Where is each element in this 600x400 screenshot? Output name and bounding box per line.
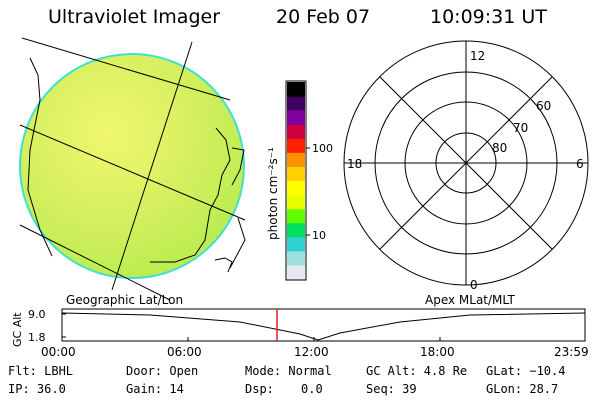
altitude-xtick-label: 12:00 bbox=[294, 345, 329, 359]
glon-status: GLon: 28.7 bbox=[486, 382, 559, 396]
colorbar-band bbox=[287, 96, 305, 111]
latitude-line bbox=[21, 37, 231, 101]
dsp-label: Dsp: bbox=[245, 382, 274, 396]
latitude-line bbox=[19, 224, 171, 301]
geographic-map bbox=[19, 37, 246, 301]
colorbar-band bbox=[287, 222, 305, 238]
door-status: Door: Open bbox=[126, 364, 199, 378]
coastline-se-edge bbox=[229, 217, 246, 269]
geo-label: Geographic Lat/Lon bbox=[66, 293, 183, 307]
instrument-title: Ultraviolet Imager bbox=[48, 6, 221, 28]
colorbar-band bbox=[287, 152, 305, 167]
colorbar-gradient bbox=[287, 82, 305, 280]
colorbar-band bbox=[287, 180, 305, 196]
mlt-label-12: 12 bbox=[470, 49, 485, 63]
date-label: 20 Feb 07 bbox=[276, 6, 371, 28]
polar-plot bbox=[343, 40, 589, 286]
mlat-label-80: 80 bbox=[492, 141, 507, 155]
colorbar-band bbox=[287, 264, 305, 280]
coastline-se bbox=[231, 147, 245, 186]
colorbar-band bbox=[287, 82, 305, 97]
colorbar-band bbox=[287, 250, 305, 266]
altitude-plot: GC Alt 9.0 1.8 bbox=[11, 308, 586, 347]
colorbar-tick-10: 10 bbox=[312, 229, 326, 242]
colorbar-unit-label: photon cm⁻²s⁻¹ bbox=[266, 147, 280, 240]
colorbar-tick-100: 100 bbox=[312, 142, 333, 155]
dsp-value: 0.0 bbox=[301, 382, 323, 396]
polar-diagonal bbox=[379, 76, 553, 250]
altitude-ytick-top: 9.0 bbox=[28, 308, 46, 321]
altitude-ytick-bottom: 1.8 bbox=[28, 331, 46, 344]
altitude-xtick-label: 00:00 bbox=[41, 345, 76, 359]
colorbar-band bbox=[287, 208, 305, 224]
coastline-s bbox=[214, 257, 233, 273]
ip-status: IP: 36.0 bbox=[8, 382, 66, 396]
mlt-label-18: 18 bbox=[347, 157, 362, 171]
mlt-label-0: 0 bbox=[470, 278, 478, 292]
colorbar-band bbox=[287, 110, 305, 125]
time-label: 10:09:31 UT bbox=[430, 6, 547, 28]
mlat-label-60: 60 bbox=[536, 99, 551, 113]
altitude-xtick-label: 06:00 bbox=[167, 345, 202, 359]
longitude-line bbox=[111, 41, 193, 291]
coastline-east bbox=[150, 127, 231, 263]
colorbar-band bbox=[287, 194, 305, 210]
mode-status: Mode: Normal bbox=[245, 364, 332, 378]
altitude-ylabel: GC Alt bbox=[11, 312, 24, 347]
altitude-frame bbox=[61, 308, 586, 342]
mlt-label-6: 6 bbox=[576, 157, 584, 171]
gain-status: Gain: 14 bbox=[126, 382, 184, 396]
seq-status: Seq: 39 bbox=[366, 382, 417, 396]
altitude-xtick-label: 23:59 bbox=[554, 345, 589, 359]
colorbar-band bbox=[287, 236, 305, 252]
colorbar-band bbox=[287, 138, 305, 153]
colorbar-band bbox=[287, 166, 305, 181]
altitude-xtick-label: 18:00 bbox=[420, 345, 455, 359]
gc-alt-status: GC Alt: 4.8 Re bbox=[366, 364, 468, 378]
colorbar-band bbox=[287, 124, 305, 139]
coastline-west bbox=[27, 57, 53, 257]
glat-status: GLat: −10.4 bbox=[486, 364, 566, 378]
colorbar: 100 10 photon cm⁻²s⁻¹ bbox=[266, 80, 333, 281]
filter-status: Flt: LBHL bbox=[8, 364, 74, 378]
earth-disk bbox=[19, 53, 245, 279]
mlat-label-70: 70 bbox=[513, 121, 528, 135]
apex-label: Apex MLat/MLT bbox=[425, 293, 515, 307]
altitude-curve bbox=[61, 312, 586, 341]
colorbar-frame bbox=[285, 80, 307, 281]
latitude-line bbox=[19, 124, 246, 221]
